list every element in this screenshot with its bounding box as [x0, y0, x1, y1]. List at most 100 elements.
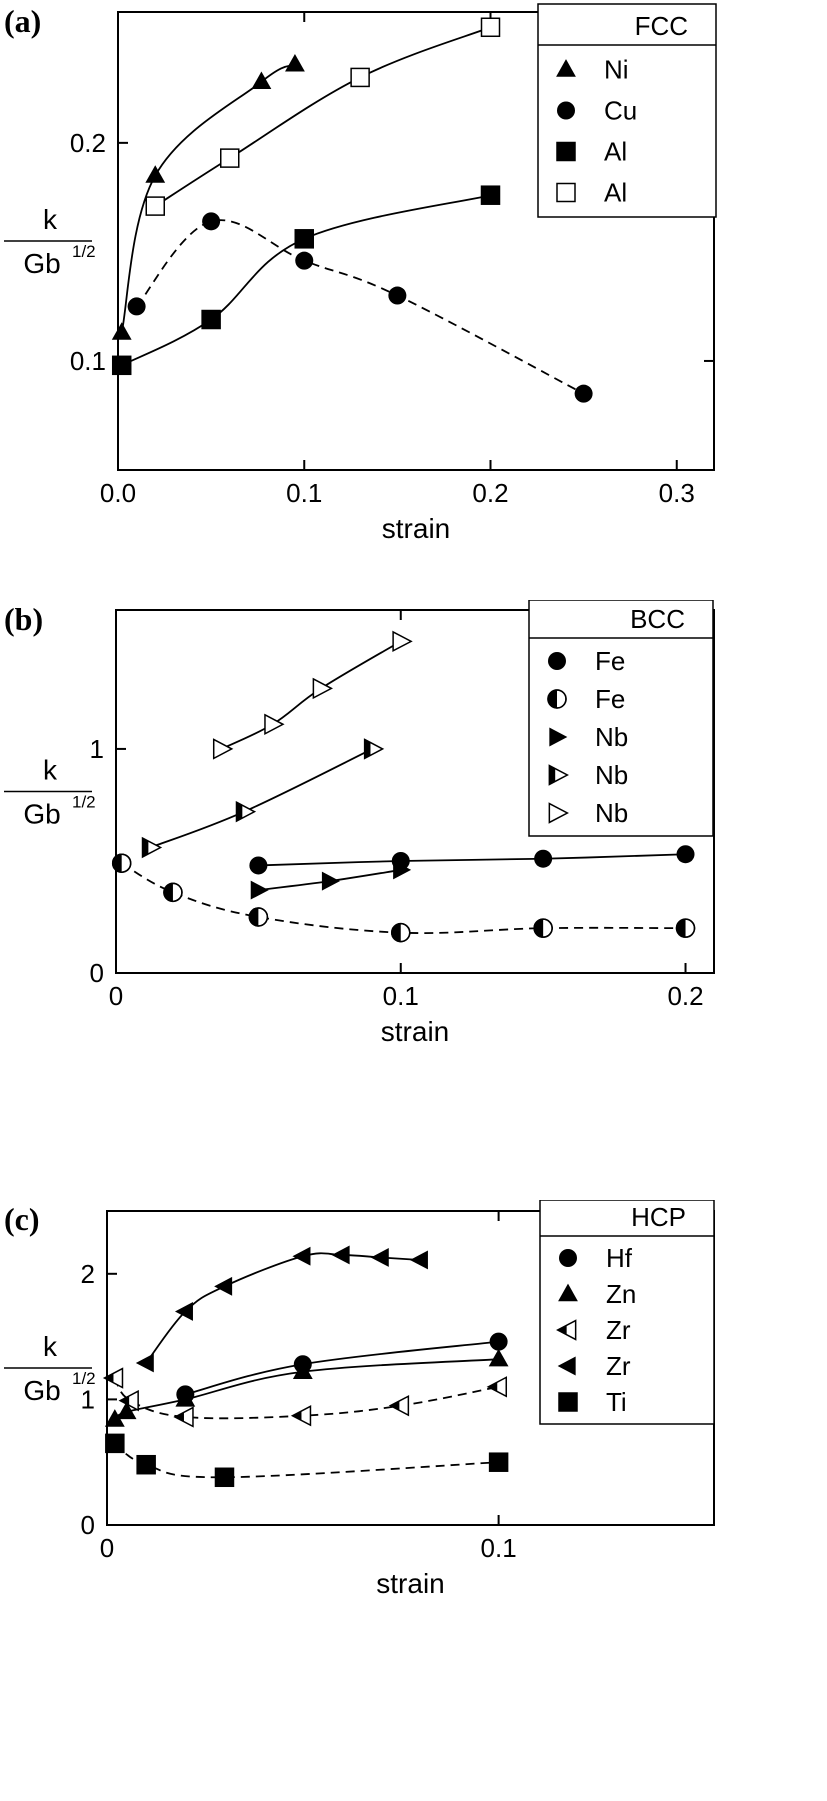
- data-point: [534, 849, 553, 868]
- data-point: [292, 1246, 311, 1266]
- panel-label: (c): [4, 1201, 40, 1237]
- y-axis-label-numerator: k: [43, 755, 58, 786]
- series-points: [249, 845, 695, 875]
- series-points: [250, 860, 412, 900]
- y-axis-label-superscript: 1/2: [72, 242, 96, 261]
- x-tick-label: 0: [100, 1533, 114, 1563]
- series-points: [127, 212, 593, 403]
- data-point: [294, 229, 314, 249]
- series-curve: [120, 63, 296, 333]
- x-axis-label: strain: [382, 513, 450, 544]
- y-tick-label: 0.1: [70, 346, 106, 376]
- data-point: [220, 148, 240, 168]
- data-point: [285, 53, 305, 72]
- data-point: [331, 1245, 350, 1265]
- series-curve: [121, 194, 491, 367]
- data-point: [388, 1394, 410, 1417]
- legend-marker: [556, 182, 576, 203]
- x-tick-label: 0.3: [659, 478, 695, 508]
- legend-marker: [558, 1392, 578, 1412]
- data-point: [145, 165, 166, 183]
- data-point: [141, 836, 163, 859]
- legend-entry-label: Ni: [604, 55, 629, 85]
- legend-entry-label: Al: [604, 178, 627, 208]
- legend-entry-label: Fe: [595, 684, 625, 714]
- data-point: [111, 322, 132, 340]
- data-point: [409, 1250, 428, 1270]
- plot-frame: [117, 11, 715, 471]
- data-point: [321, 871, 340, 891]
- data-point: [214, 1276, 233, 1296]
- data-point: [201, 309, 221, 330]
- y-axis-label-superscript: 1/2: [72, 793, 96, 812]
- data-point: [290, 1405, 312, 1427]
- y-axis-label-numerator: k: [43, 204, 58, 235]
- data-point: [488, 1452, 509, 1472]
- data-point: [480, 185, 501, 205]
- series-points: [145, 17, 501, 216]
- series-curve: [154, 26, 491, 207]
- x-axis-label: strain: [381, 1016, 449, 1047]
- data-point: [350, 67, 370, 88]
- data-point: [264, 713, 285, 735]
- data-point: [675, 918, 696, 938]
- legend-title: HCP: [631, 1202, 686, 1232]
- data-point: [145, 196, 165, 216]
- x-tick-label: 0.1: [286, 478, 322, 508]
- data-point: [250, 880, 269, 900]
- data-point: [118, 1389, 139, 1412]
- panel-label: (b): [4, 601, 43, 637]
- legend-marker: [547, 689, 567, 709]
- series-points: [102, 1367, 508, 1428]
- legend-entry-label: Nb: [595, 722, 628, 752]
- legend-marker: [558, 1283, 578, 1302]
- legend-entry-label: Al: [604, 137, 627, 167]
- series-points: [135, 1245, 428, 1373]
- legend-box: [539, 1200, 715, 1425]
- legend-entry-label: Ti: [606, 1387, 627, 1417]
- data-point: [486, 1376, 508, 1398]
- series-points: [104, 1348, 509, 1427]
- data-point: [248, 907, 269, 927]
- panel-label: (a): [4, 3, 41, 39]
- y-tick-label: 0: [90, 958, 104, 988]
- series-points: [111, 185, 501, 376]
- data-point: [127, 297, 146, 316]
- x-tick-label: 0.1: [383, 981, 419, 1011]
- series-curve: [220, 640, 402, 750]
- data-point: [173, 1406, 194, 1428]
- y-tick-label: 2: [81, 1259, 95, 1289]
- series-points: [212, 630, 413, 760]
- data-point: [574, 384, 593, 403]
- x-axis-label: strain: [376, 1568, 444, 1599]
- series-curve: [121, 862, 686, 934]
- data-point: [163, 882, 183, 903]
- data-point: [214, 1467, 235, 1488]
- x-tick-label: 0: [109, 981, 123, 1011]
- series-points: [111, 853, 696, 943]
- series-points: [111, 53, 305, 340]
- series-points: [141, 738, 385, 859]
- data-point: [393, 860, 412, 880]
- data-point: [388, 286, 407, 305]
- data-point: [174, 1302, 193, 1321]
- data-point: [489, 1332, 508, 1351]
- data-point: [370, 1248, 389, 1267]
- legend-marker: [557, 101, 575, 120]
- data-point: [392, 630, 413, 653]
- series-curve: [149, 748, 373, 849]
- y-axis-label-denominator: Gb: [23, 799, 60, 830]
- data-point: [488, 1348, 509, 1367]
- legend-title: FCC: [635, 11, 688, 41]
- y-axis-label-denominator: Gb: [23, 248, 60, 279]
- y-axis-label-superscript: 1/2: [72, 1369, 96, 1388]
- data-point: [175, 1389, 196, 1407]
- series-curve: [114, 1442, 499, 1479]
- data-point: [391, 922, 411, 943]
- legend-marker: [548, 652, 566, 670]
- data-point: [104, 1409, 125, 1427]
